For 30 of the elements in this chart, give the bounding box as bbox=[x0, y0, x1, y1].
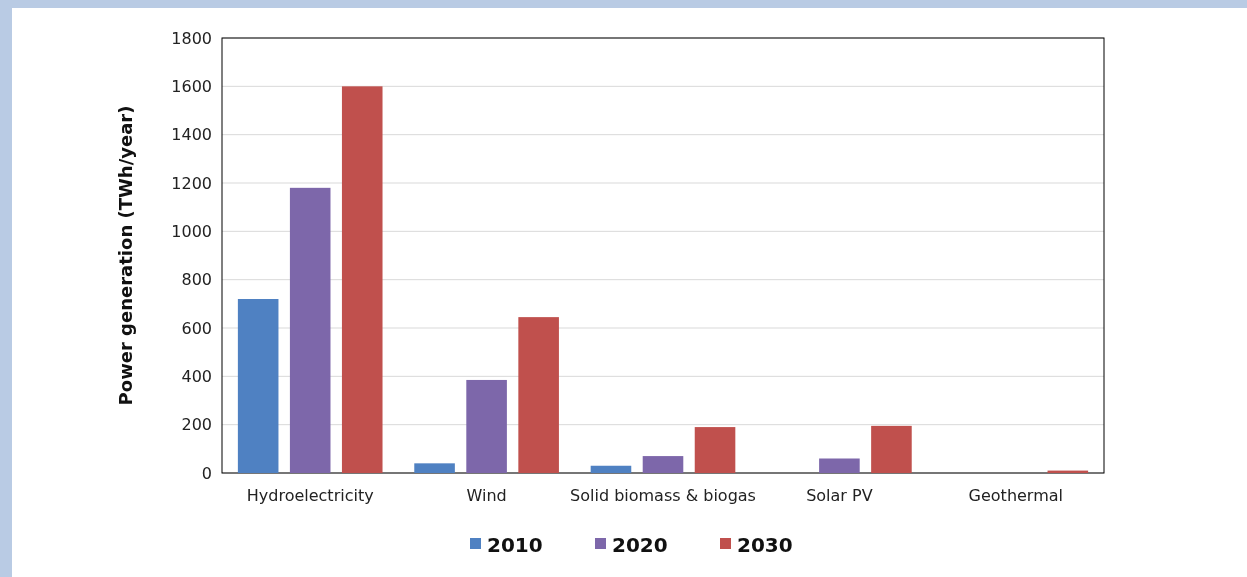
x-tick-label: Geothermal bbox=[968, 486, 1064, 505]
legend-label: 2020 bbox=[612, 533, 668, 557]
bar bbox=[414, 463, 455, 473]
y-tick-label: 400 bbox=[181, 366, 212, 386]
y-tick-label: 1600 bbox=[171, 76, 212, 96]
y-tick-label: 1000 bbox=[171, 221, 212, 241]
bar bbox=[237, 299, 279, 473]
legend-label: 2030 bbox=[737, 533, 793, 557]
bar bbox=[341, 86, 383, 473]
y-tick-label: 600 bbox=[181, 318, 212, 338]
y-tick-label: 800 bbox=[181, 270, 212, 290]
bar bbox=[518, 317, 559, 473]
y-tick-label: 200 bbox=[181, 415, 212, 435]
legend-label: 2010 bbox=[487, 533, 543, 557]
bar bbox=[466, 379, 507, 473]
x-tick-label: Wind bbox=[466, 486, 507, 505]
y-tick-label: 1800 bbox=[171, 28, 212, 48]
x-tick-label: Solid biomass & biogas bbox=[570, 486, 756, 505]
bar bbox=[694, 427, 736, 473]
y-tick-label: 1200 bbox=[171, 173, 212, 193]
bar bbox=[590, 465, 632, 473]
bar bbox=[642, 456, 684, 473]
bar bbox=[289, 187, 331, 473]
y-tick-label: 0 bbox=[201, 463, 212, 483]
x-tick-label: Hydroelectricity bbox=[246, 486, 374, 505]
x-tick-label: Solar PV bbox=[806, 486, 873, 505]
y-axis-title: Power generation (TWh/year) bbox=[115, 105, 136, 406]
bar bbox=[871, 425, 912, 473]
bar bbox=[819, 458, 860, 473]
y-tick-label: 1400 bbox=[171, 125, 212, 145]
